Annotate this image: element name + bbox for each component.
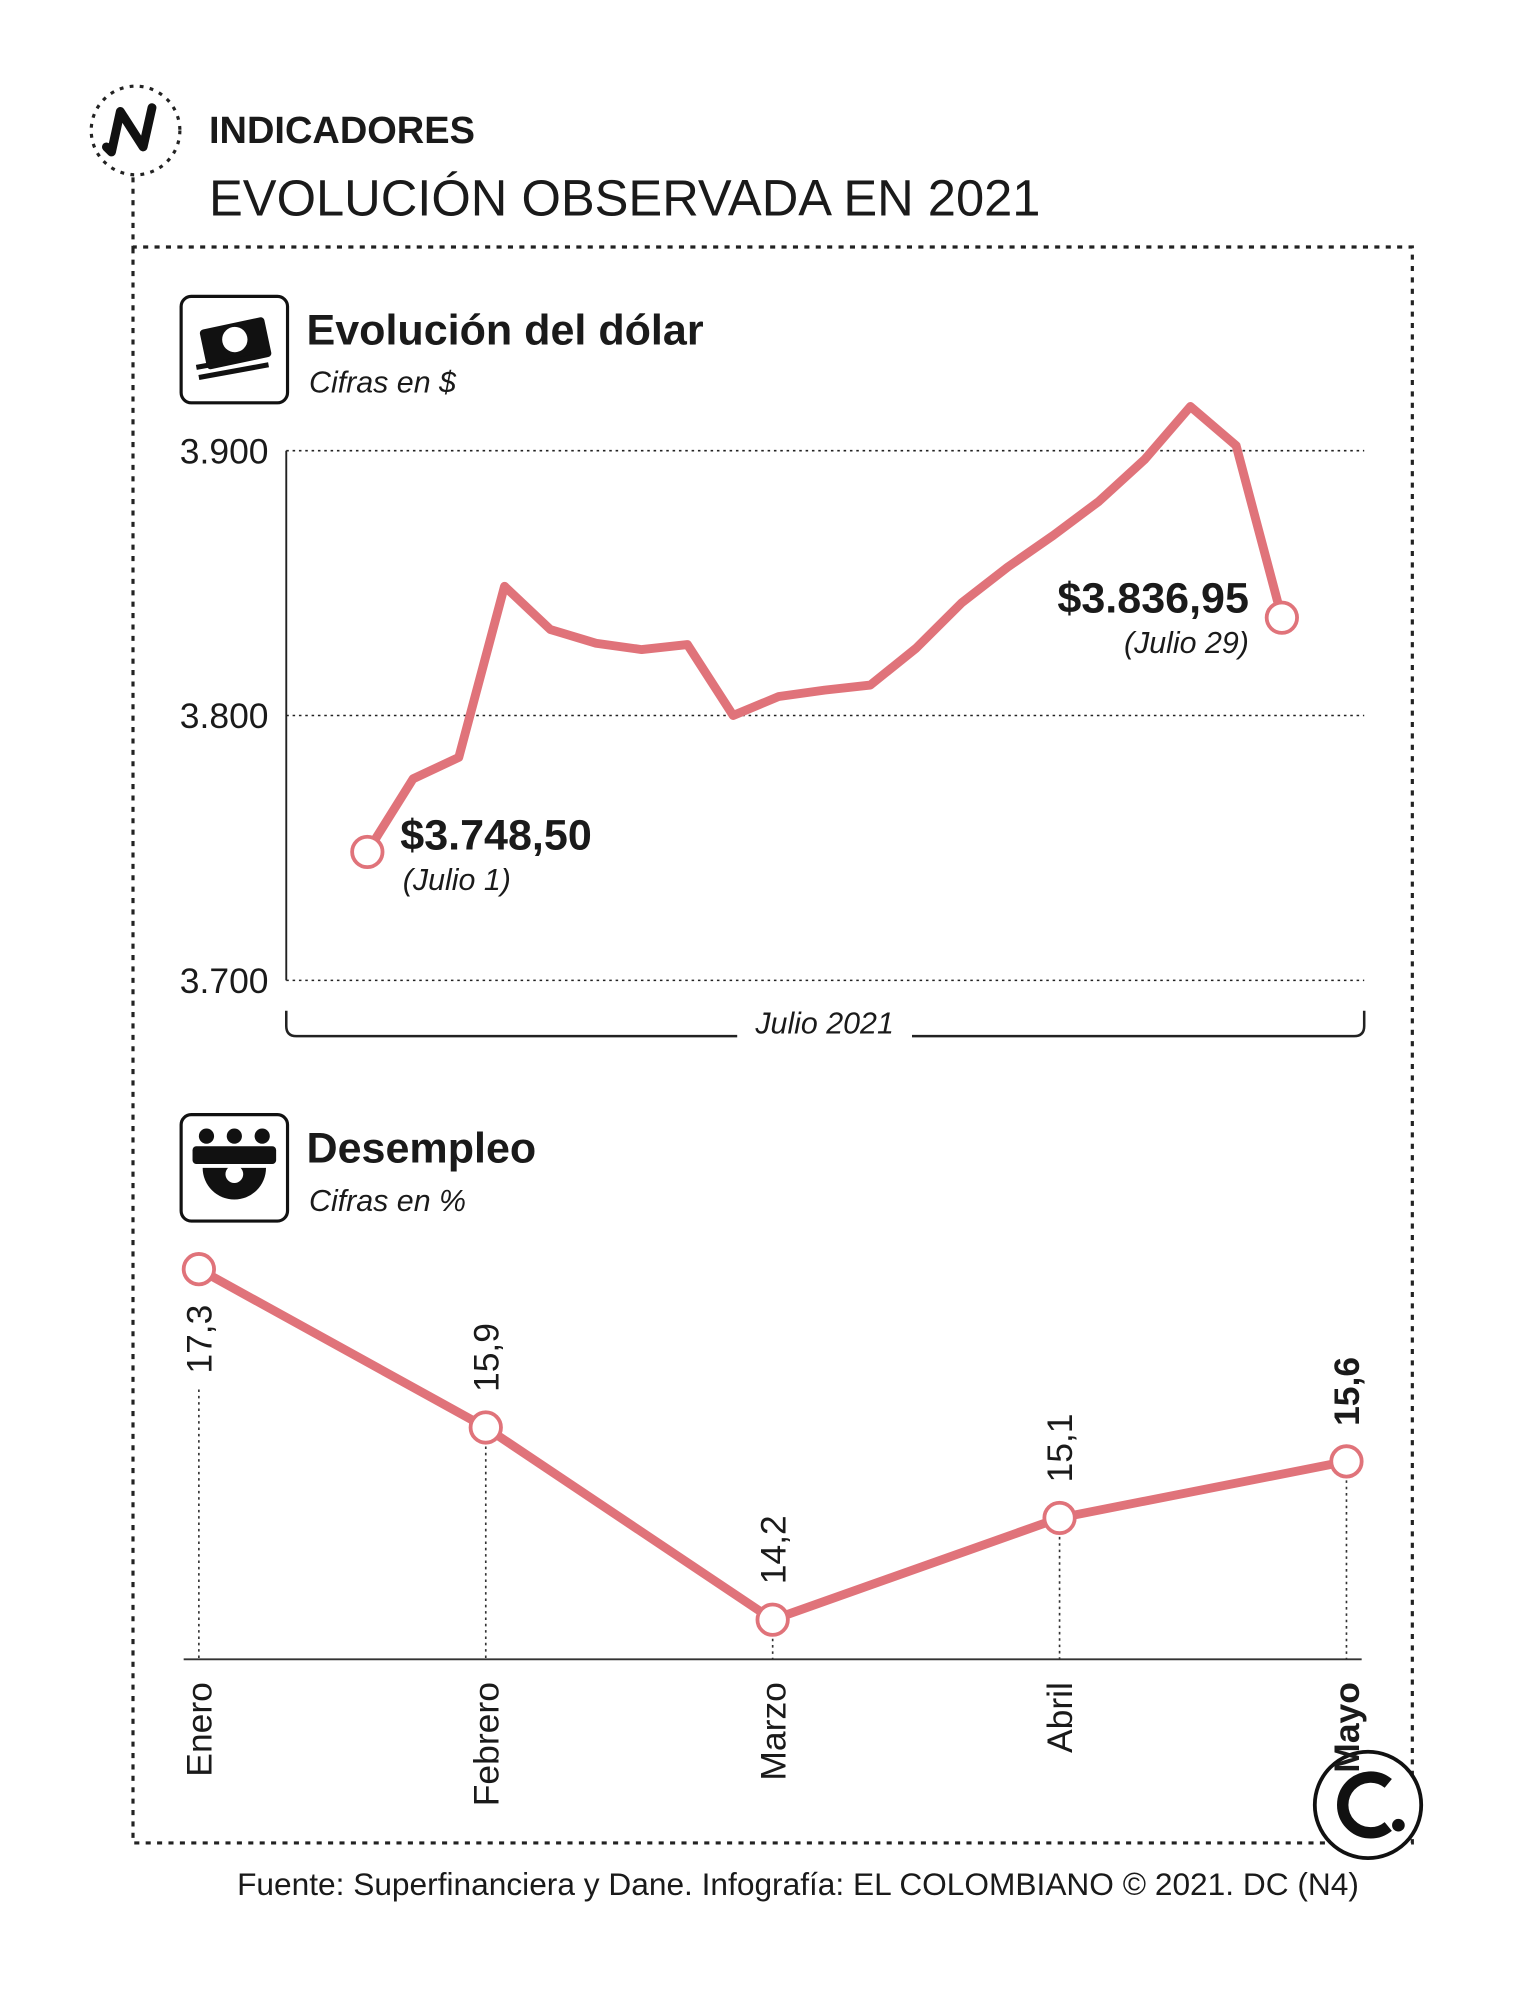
value-label: 15,9 bbox=[466, 1323, 506, 1392]
y-tick-label: 3.800 bbox=[180, 696, 269, 736]
value-label: 14,2 bbox=[753, 1515, 793, 1584]
end-point bbox=[1264, 600, 1299, 635]
point bbox=[468, 1410, 503, 1445]
chart-subtitle: Cifras en $ bbox=[309, 366, 457, 400]
x-tick-label: Febrero bbox=[466, 1682, 506, 1806]
brand-c bbox=[1337, 1771, 1392, 1839]
chart-title: Evolución del dólar bbox=[307, 307, 704, 355]
frame bbox=[131, 177, 1414, 1845]
point bbox=[1042, 1500, 1077, 1536]
brand-logo bbox=[1312, 1749, 1424, 1861]
y-tick-label: 3.900 bbox=[180, 431, 269, 471]
value-label: 15,1 bbox=[1040, 1413, 1080, 1482]
logo-n bbox=[101, 103, 157, 157]
source: Fuente: Superfinanciera y Dane. Infograf… bbox=[237, 1866, 1359, 1902]
icon-box bbox=[179, 1113, 290, 1223]
value-label: $3.748,50 bbox=[400, 811, 592, 859]
line bbox=[363, 402, 1287, 855]
money-icon bbox=[195, 317, 272, 380]
y-tick-label: 3.700 bbox=[180, 961, 269, 1001]
chart-subtitle: Cifras en % bbox=[309, 1184, 466, 1218]
x-tick-label: Mayo bbox=[1327, 1682, 1367, 1773]
point bbox=[181, 1252, 216, 1287]
title: EVOLUCIÓN OBSERVADA EN 2021 bbox=[209, 169, 1040, 226]
x-axis-label: Julio 2021 bbox=[754, 1007, 893, 1041]
brand-dot bbox=[1392, 1818, 1405, 1832]
end-point bbox=[350, 834, 385, 870]
chart-title: Desempleo bbox=[307, 1125, 537, 1173]
value-label: $3.836,95 bbox=[1057, 575, 1249, 623]
kicker: INDICADORES bbox=[209, 110, 475, 152]
value-label: 17,3 bbox=[180, 1305, 220, 1374]
point bbox=[1329, 1444, 1364, 1479]
value-label: 15,6 bbox=[1327, 1357, 1367, 1426]
date-label: (Julio 29) bbox=[1124, 626, 1249, 660]
x-bracket bbox=[285, 1010, 1366, 1038]
date-label: (Julio 1) bbox=[403, 863, 511, 897]
x-tick-label: Enero bbox=[180, 1682, 220, 1777]
x-tick-label: Abril bbox=[1040, 1682, 1080, 1753]
people-icon bbox=[192, 1128, 277, 1200]
icon-box bbox=[179, 294, 290, 405]
x-tick-label: Marzo bbox=[753, 1682, 793, 1781]
point bbox=[755, 1602, 790, 1637]
